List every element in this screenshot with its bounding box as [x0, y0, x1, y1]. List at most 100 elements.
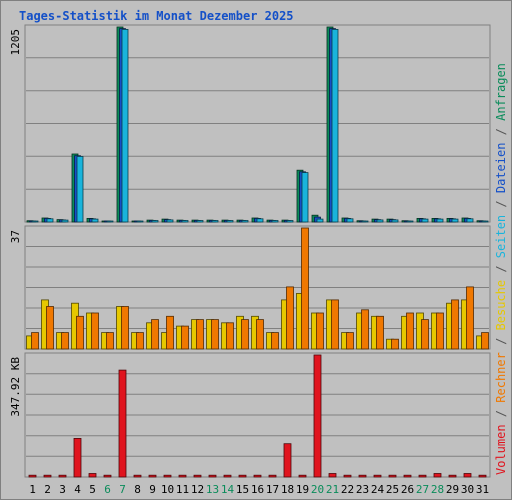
- x-tick-label: 15: [236, 483, 249, 496]
- x-tick-label: 26: [401, 483, 414, 496]
- bar-seiten-30: [466, 218, 474, 223]
- bar-seiten-27: [421, 218, 429, 223]
- x-tick-label: 4: [74, 483, 81, 496]
- x-tick-label: 17: [266, 483, 279, 496]
- bar-volumen-31: [478, 474, 487, 478]
- bar-rechner-1: [31, 332, 39, 350]
- bar-volumen-21: [328, 473, 337, 478]
- panel-besuche-rechner: 37: [9, 225, 491, 350]
- bar-seiten-3: [61, 219, 69, 223]
- x-tick-label: 13: [206, 483, 219, 496]
- bar-rechner-22: [346, 332, 354, 350]
- x-tick-label: 5: [89, 483, 96, 496]
- x-tick-label: 2: [44, 483, 51, 496]
- bar-seiten-23: [361, 220, 369, 223]
- bar-rechner-14: [226, 322, 234, 350]
- bar-volumen-22: [343, 474, 352, 478]
- bar-rechner-20: [316, 312, 324, 350]
- bar-seiten-10: [166, 219, 174, 223]
- x-tick-label: 11: [176, 483, 189, 496]
- y-max-label: 347.92 KB: [9, 357, 22, 417]
- bar-rechner-7: [121, 306, 129, 350]
- bar-seiten-8: [136, 220, 144, 223]
- x-tick-label: 7: [119, 483, 126, 496]
- bar-volumen-2: [43, 474, 52, 478]
- x-tick-label: 10: [161, 483, 174, 496]
- x-tick-label: 21: [326, 483, 339, 496]
- bar-volumen-1: [28, 474, 37, 478]
- bar-rechner-13: [211, 319, 219, 350]
- legend-segment: Rechner: [494, 352, 508, 403]
- bar-rechner-24: [376, 315, 384, 350]
- bar-volumen-19: [298, 474, 307, 478]
- bar-volumen-14: [223, 474, 232, 478]
- bar-volumen-17: [268, 474, 277, 478]
- legend-segment: /: [494, 258, 508, 280]
- bar-seiten-14: [226, 220, 234, 223]
- bar-volumen-25: [388, 474, 397, 478]
- chart-title: Tages-Statistik im Monat Dezember 2025: [19, 9, 294, 23]
- bar-volumen-27: [418, 474, 427, 478]
- bar-volumen-29: [448, 474, 457, 478]
- x-tick-label: 3: [59, 483, 66, 496]
- bar-seiten-7: [121, 28, 129, 223]
- panel-volumen: 347.92 KB: [9, 352, 491, 478]
- bar-seiten-6: [106, 220, 114, 223]
- x-tick-label: 29: [446, 483, 459, 496]
- bar-seiten-28: [436, 218, 444, 223]
- series-volumen: [28, 354, 487, 478]
- bar-seiten-16: [256, 218, 264, 223]
- legend-segment: /: [494, 403, 508, 425]
- bar-volumen-7: [118, 369, 127, 478]
- bar-seiten-20: [316, 218, 324, 223]
- bar-rechner-18: [286, 286, 294, 350]
- bar-volumen-5: [88, 473, 97, 478]
- bar-rechner-28: [436, 312, 444, 350]
- bar-volumen-10: [163, 474, 172, 478]
- bar-rechner-21: [331, 299, 339, 350]
- x-tick-label: 27: [416, 483, 429, 496]
- x-tick-label: 18: [281, 483, 294, 496]
- bar-seiten-4: [76, 156, 84, 223]
- x-tick-label: 6: [104, 483, 111, 496]
- bar-seiten-17: [271, 220, 279, 223]
- bar-seiten-19: [301, 172, 309, 223]
- x-tick-label: 23: [356, 483, 369, 496]
- bar-seiten-25: [391, 219, 399, 223]
- bar-seiten-31: [481, 220, 489, 223]
- legend-right: Volumen / Rechner / Besuche / Seiten / D…: [494, 63, 508, 475]
- bar-seiten-2: [46, 218, 54, 223]
- bar-volumen-13: [208, 474, 217, 478]
- bar-seiten-12: [196, 220, 204, 223]
- bar-volumen-16: [253, 474, 262, 478]
- x-tick-label: 28: [431, 483, 444, 496]
- x-tick-label: 24: [371, 483, 385, 496]
- x-tick-label: 19: [296, 483, 309, 496]
- x-tick-label: 8: [134, 483, 141, 496]
- bar-rechner-26: [406, 312, 414, 350]
- bar-rechner-2: [46, 306, 54, 350]
- bar-rechner-10: [166, 315, 174, 350]
- bar-volumen-15: [238, 474, 247, 478]
- bar-rechner-23: [361, 309, 369, 350]
- bar-seiten-9: [151, 220, 159, 223]
- series-seiten: [31, 28, 489, 223]
- bar-rechner-27: [421, 319, 429, 350]
- bar-volumen-11: [178, 474, 187, 478]
- bar-seiten-24: [376, 219, 384, 223]
- bar-rechner-25: [391, 338, 399, 350]
- series-rechner: [31, 227, 489, 350]
- bar-volumen-8: [133, 474, 142, 478]
- x-tick-label: 12: [191, 483, 204, 496]
- bar-volumen-24: [373, 474, 382, 478]
- bar-rechner-3: [61, 332, 69, 350]
- bar-seiten-22: [346, 218, 354, 223]
- x-tick-label: 31: [476, 483, 489, 496]
- x-tick-label: 22: [341, 483, 354, 496]
- bar-seiten-1: [31, 220, 39, 223]
- bar-rechner-31: [481, 332, 489, 350]
- bar-rechner-6: [106, 332, 114, 350]
- bar-rechner-17: [271, 332, 279, 350]
